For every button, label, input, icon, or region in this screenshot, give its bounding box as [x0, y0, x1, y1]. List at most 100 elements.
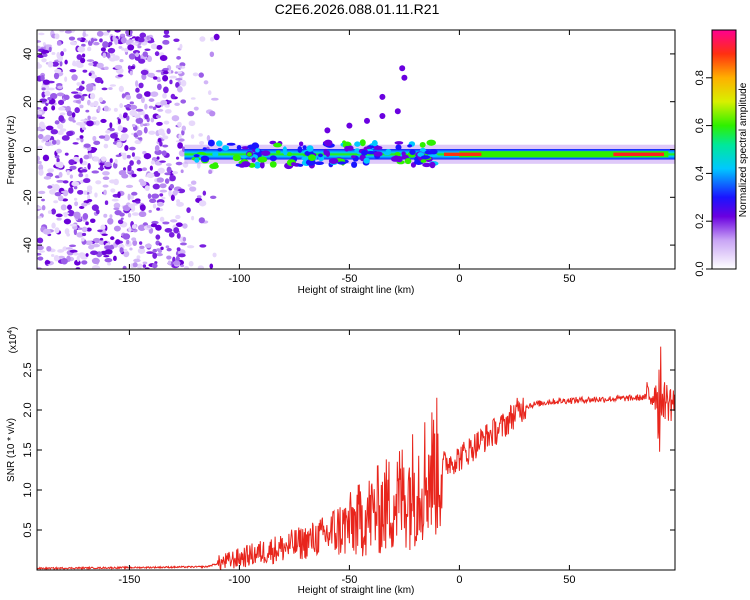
noise-blob — [67, 209, 75, 217]
noise-blob — [66, 170, 70, 176]
noise-blob — [131, 152, 135, 157]
noise-blob — [191, 215, 195, 221]
noise-blob — [111, 198, 119, 202]
noise-blob — [89, 147, 98, 152]
noise-blob — [114, 30, 121, 33]
noise-blob — [152, 106, 157, 110]
noise-blob — [90, 37, 95, 44]
noise-blob — [157, 83, 162, 91]
noise-blob — [169, 219, 178, 223]
heatmap-x-ticks: -150 -100 -50 0 50 — [118, 30, 576, 285]
noise-blob — [120, 133, 129, 140]
noise-blob — [104, 66, 109, 70]
noise-blob — [146, 172, 155, 179]
noise-blob — [147, 193, 152, 199]
noise-blob — [190, 97, 196, 100]
noise-blob — [164, 109, 172, 114]
noise-blob — [44, 90, 51, 97]
noise-blob — [40, 124, 47, 130]
noise-blob — [51, 51, 56, 55]
noise-blob — [144, 103, 148, 110]
noise-blob — [91, 116, 97, 120]
noise-blob — [157, 167, 165, 174]
heatmap-y-tick-label: -20 — [22, 189, 34, 205]
noise-blob — [122, 265, 127, 269]
noise-blob — [163, 30, 170, 35]
noise-blob — [136, 159, 141, 165]
snr-x-tick-label: -100 — [228, 574, 250, 586]
noise-blob — [209, 51, 215, 58]
harmonic-blob — [394, 108, 401, 115]
noise-blob — [118, 85, 124, 93]
noise-blob — [92, 156, 100, 162]
noise-blob — [58, 171, 63, 178]
noise-blob — [68, 116, 75, 122]
noise-blob — [136, 167, 143, 172]
noise-blob — [167, 260, 172, 265]
noise-blob — [81, 260, 88, 265]
noise-blob — [98, 240, 106, 245]
noise-blob — [110, 53, 116, 57]
peak-band-outer — [459, 151, 669, 158]
snr-panel: -150 -100 -50 0 50 0.5 1.0 1.5 2.0 2.5 Height of… — [6, 327, 676, 596]
peak-band-inner — [613, 152, 664, 156]
noise-blob — [83, 154, 90, 160]
noise-blob — [206, 135, 211, 142]
noise-blob — [190, 180, 197, 185]
noise-blob — [209, 263, 214, 269]
noise-blob — [138, 58, 146, 64]
noise-blob — [110, 188, 116, 193]
noise-blob — [118, 244, 125, 250]
noise-blob — [171, 115, 180, 122]
noise-blob — [97, 105, 101, 112]
noise-blob — [160, 246, 164, 251]
noise-blob — [151, 220, 159, 225]
noise-blob — [97, 229, 103, 233]
noise-blob — [105, 129, 111, 134]
noise-blob — [76, 63, 84, 68]
noise-blob — [190, 134, 195, 139]
band-blob — [298, 141, 304, 147]
noise-blob — [162, 135, 169, 140]
noise-blob — [163, 120, 170, 125]
noise-blob — [71, 74, 78, 81]
noise-blob — [96, 30, 104, 37]
noise-blob — [179, 242, 187, 246]
harmonic-blob — [324, 127, 331, 134]
heatmap-y-ticks: -40 -20 0 20 40 — [22, 48, 675, 253]
noise-blob — [104, 248, 113, 255]
noise-blob — [76, 232, 84, 238]
noise-blob — [102, 52, 107, 59]
noise-blob — [176, 247, 181, 252]
noise-blob — [80, 94, 85, 102]
noise-blob — [103, 143, 109, 149]
band-blob — [247, 144, 258, 150]
band-blob — [365, 150, 376, 155]
noise-blob — [150, 160, 156, 165]
noise-blob — [91, 257, 100, 265]
chart-title: C2E6.2026.088.01.11.R21 — [275, 1, 440, 17]
noise-blob — [59, 112, 66, 116]
noise-blob — [57, 195, 64, 202]
noise-blob — [42, 228, 51, 235]
noise-blob — [55, 139, 61, 146]
band-blob — [240, 155, 247, 159]
noise-blob — [108, 179, 117, 184]
noise-blob — [58, 106, 66, 111]
noise-blob — [198, 133, 203, 137]
noise-blob — [150, 91, 159, 97]
noise-blob — [119, 59, 124, 63]
noise-blob — [152, 43, 157, 50]
snr-series-line — [37, 346, 675, 570]
colorbar-tick-label: 0.8 — [694, 70, 706, 85]
noise-blob — [103, 105, 109, 112]
noise-blob — [62, 180, 69, 184]
noise-blob — [113, 255, 117, 262]
noise-blob — [156, 121, 163, 126]
noise-blob — [148, 105, 154, 109]
band-blob — [323, 148, 328, 156]
band-blob — [255, 148, 260, 153]
noise-blob — [80, 237, 85, 242]
noise-blob — [142, 264, 147, 268]
noise-blob — [57, 255, 66, 259]
